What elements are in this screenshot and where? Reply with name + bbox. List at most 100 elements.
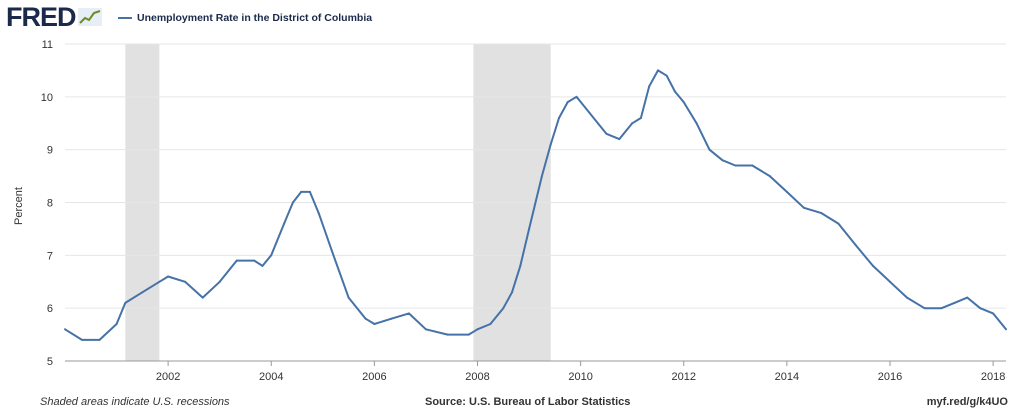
data-point: [557, 116, 560, 119]
data-point: [476, 328, 479, 331]
data-point: [1005, 328, 1007, 331]
data-point: [575, 95, 578, 98]
data-point: [923, 307, 926, 310]
data-point: [291, 201, 294, 204]
data-point: [283, 222, 286, 225]
x-tick-label: 2004: [259, 371, 283, 383]
data-point: [390, 317, 393, 320]
data-point: [940, 307, 943, 310]
y-axis-title: Percent: [13, 187, 25, 225]
source-credit: Source: U.S. Bureau of Labor Statistics: [425, 396, 631, 408]
x-tick-label: 2008: [465, 371, 489, 383]
data-point: [721, 159, 724, 162]
data-point: [330, 249, 333, 252]
x-tick-label: 2016: [878, 371, 902, 383]
data-point: [253, 259, 256, 262]
data-point: [751, 164, 754, 167]
data-point: [979, 307, 982, 310]
data-point: [489, 323, 492, 326]
x-tick-label: 2006: [362, 371, 386, 383]
data-point: [648, 85, 651, 88]
legend-swatch: [118, 17, 132, 19]
data-point: [261, 264, 264, 267]
data-point: [588, 111, 591, 114]
data-point: [656, 69, 659, 72]
data-point: [446, 333, 449, 336]
data-point: [665, 74, 668, 77]
data-point: [201, 296, 204, 299]
data-point: [566, 101, 569, 104]
data-point: [373, 323, 376, 326]
x-tick-label: 2018: [981, 371, 1005, 383]
data-point: [270, 254, 273, 257]
data-point: [124, 301, 127, 304]
data-point: [218, 280, 221, 283]
data-point: [540, 175, 543, 178]
data-point: [802, 206, 805, 209]
data-point: [888, 280, 891, 283]
line-chart: 5 6 7 8 9 10 11 2002 2004 2006 2008 2010 2012 2014 201…: [13, 39, 1007, 383]
data-point: [618, 138, 621, 141]
data-point: [81, 338, 84, 341]
data-point: [837, 222, 840, 225]
data-point: [673, 90, 676, 93]
x-tick-label: 2014: [775, 371, 799, 383]
data-point: [424, 328, 427, 331]
data-point: [549, 143, 552, 146]
x-tick-label: 2002: [156, 371, 180, 383]
data-point: [300, 190, 303, 193]
data-point: [639, 116, 642, 119]
data-point: [785, 190, 788, 193]
chart-header: FRED Unemployment Rate in the District o…: [0, 0, 1024, 36]
data-point: [184, 280, 187, 283]
data-point: [467, 333, 470, 336]
data-point: [364, 317, 367, 320]
data-point: [528, 227, 531, 230]
trend-line-icon: [78, 8, 102, 26]
data-point: [695, 122, 698, 125]
data-point: [682, 101, 685, 104]
data-point: [631, 122, 634, 125]
data-point: [906, 296, 909, 299]
y-tick-label: 7: [47, 250, 53, 262]
data-point: [966, 296, 969, 299]
y-tick-label: 10: [41, 92, 53, 104]
recession-note: Shaded areas indicate U.S. recessions: [40, 396, 230, 408]
data-point: [141, 291, 144, 294]
data-point: [308, 190, 311, 193]
series-layer: [64, 69, 1007, 341]
axes-layer: 5 6 7 8 9 10 11 2002 2004 2006 2008 2010 2012 2014 201…: [41, 39, 1006, 383]
y-tick-label: 6: [47, 303, 53, 315]
data-point: [605, 132, 608, 135]
y-tick-label: 8: [47, 198, 53, 210]
data-point: [519, 264, 522, 267]
data-point: [768, 175, 771, 178]
data-point: [502, 307, 505, 310]
fred-logo[interactable]: FRED: [6, 2, 76, 32]
y-tick-label: 11: [42, 39, 53, 51]
data-point: [317, 212, 320, 215]
data-point: [708, 148, 711, 151]
data-point: [158, 280, 161, 283]
x-tick-label: 2012: [671, 371, 695, 383]
data-point: [235, 259, 238, 262]
data-point: [167, 275, 170, 278]
data-point: [820, 212, 823, 215]
chart-footer: Shaded areas indicate U.S. recessions So…: [0, 392, 1024, 412]
data-point: [64, 328, 66, 331]
data-point: [734, 164, 737, 167]
data-point: [98, 338, 101, 341]
y-tick-label: 5: [47, 356, 53, 368]
data-point: [854, 243, 857, 246]
data-point: [992, 312, 995, 315]
y-tick-label: 9: [47, 145, 53, 157]
data-point: [871, 264, 874, 267]
data-point: [347, 296, 350, 299]
data-point: [407, 312, 410, 315]
chart-legend: Unemployment Rate in the District of Col…: [118, 10, 372, 26]
short-url-link[interactable]: myf.red/g/k4UO: [926, 396, 1008, 408]
legend-label: Unemployment Rate in the District of Col…: [137, 12, 373, 24]
data-point: [953, 301, 956, 304]
data-point: [511, 291, 514, 294]
data-point: [115, 323, 118, 326]
